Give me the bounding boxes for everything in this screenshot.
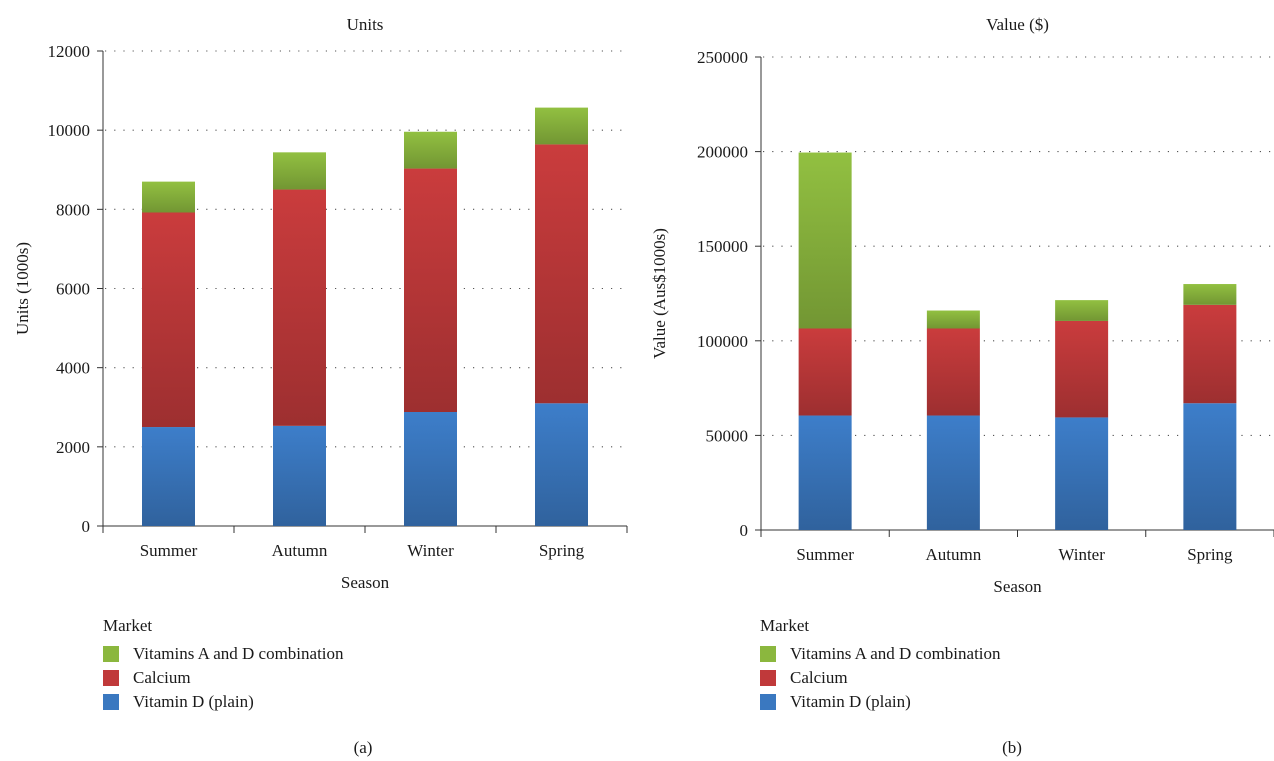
y-axis-label: Value (Aus$1000s) (650, 228, 669, 359)
bar-summer-calcium (798, 328, 852, 416)
bar-summer-vitamin-d-plain- (142, 427, 195, 526)
x-tick-label: Autumn (272, 541, 328, 560)
y-tick-label: 6000 (56, 280, 90, 299)
bar-summer-vitamin-d-plain- (798, 415, 852, 530)
x-axis-label: Season (993, 577, 1042, 596)
legend-item-vitamins-a-d: Vitamins A and D combination (103, 642, 344, 666)
units-chart: Units 0 2000 4000 6000 8000 10000 12000 Units (1… (13, 15, 628, 592)
legend-swatch-blue (103, 694, 119, 710)
bar-summer-vitamins-a-and-d-combination (798, 152, 852, 329)
y-tick-label: 0 (740, 521, 749, 540)
legend-units: Market Vitamins A and D combination Calc… (103, 616, 344, 714)
x-tick-label: Summer (796, 545, 854, 564)
bar-autumn-calcium (273, 189, 326, 426)
y-axis-label: Units (1000s) (13, 242, 32, 335)
value-chart: Value ($) 0 50000 100000 150000 200000 250000 V… (650, 15, 1274, 596)
bar-winter-vitamins-a-and-d-combination (404, 131, 457, 169)
legend-title: Market (103, 616, 153, 635)
chart-title: Value ($) (986, 15, 1049, 34)
x-tick-label: Winter (407, 541, 454, 560)
y-tick-label: 10000 (48, 121, 91, 140)
legend-label: Calcium (790, 668, 848, 687)
bar-winter-vitamin-d-plain- (404, 412, 457, 526)
x-tick-label: Autumn (926, 545, 982, 564)
bar-spring-vitamins-a-and-d-combination (535, 107, 588, 145)
x-tick-label: Spring (539, 541, 585, 560)
panel-label-a: (a) (353, 738, 373, 757)
y-tick-label: 50000 (706, 426, 749, 445)
legend-title: Market (760, 616, 810, 635)
x-tick-label: Winter (1058, 545, 1105, 564)
y-tick-label: 8000 (56, 200, 90, 219)
bar-spring-vitamin-d-plain- (1183, 403, 1237, 530)
bar-winter-calcium (404, 168, 457, 412)
legend-swatch-red (760, 670, 776, 686)
legend-swatch-blue (760, 694, 776, 710)
bar-autumn-calcium (926, 328, 980, 416)
bar-spring-vitamin-d-plain- (535, 403, 588, 526)
legend-item-calcium: Calcium (760, 666, 1001, 690)
x-tick-label: Summer (140, 541, 198, 560)
legend-label: Vitamins A and D combination (133, 644, 344, 663)
bar-winter-vitamins-a-and-d-combination (1055, 300, 1109, 321)
bar-summer-calcium (142, 212, 195, 428)
bar-autumn-vitamins-a-and-d-combination (926, 310, 980, 329)
legend-label: Vitamin D (plain) (133, 692, 254, 711)
bar-summer-vitamins-a-and-d-combination (142, 181, 195, 213)
legend-item-calcium: Calcium (103, 666, 344, 690)
legend-item-vitamin-d: Vitamin D (plain) (103, 690, 344, 714)
legend-item-vitamins-a-d: Vitamins A and D combination (760, 642, 1001, 666)
bar-autumn-vitamins-a-and-d-combination (273, 152, 326, 190)
panel-label-b: (b) (1002, 738, 1022, 757)
legend-label: Vitamins A and D combination (790, 644, 1001, 663)
bar-spring-calcium (1183, 304, 1237, 404)
bar-spring-vitamins-a-and-d-combination (1183, 284, 1237, 305)
legend-label: Calcium (133, 668, 191, 687)
y-tick-label: 250000 (697, 48, 748, 67)
legend-swatch-red (103, 670, 119, 686)
bar-autumn-vitamin-d-plain- (273, 425, 326, 526)
bar-winter-vitamin-d-plain- (1055, 417, 1109, 530)
bar-autumn-vitamin-d-plain- (926, 415, 980, 530)
y-tick-label: 4000 (56, 359, 90, 378)
y-tick-label: 12000 (48, 42, 91, 61)
x-axis-label: Season (341, 573, 390, 592)
y-tick-label: 100000 (697, 332, 748, 351)
y-tick-label: 150000 (697, 237, 748, 256)
y-tick-label: 0 (82, 517, 91, 536)
legend-item-vitamin-d: Vitamin D (plain) (760, 690, 1001, 714)
x-tick-label: Spring (1187, 545, 1233, 564)
legend-value: Market Vitamins A and D combination Calc… (760, 616, 1001, 714)
y-tick-label: 200000 (697, 143, 748, 162)
chart-title: Units (347, 15, 384, 34)
legend-swatch-green (103, 646, 119, 662)
bar-winter-calcium (1055, 320, 1109, 418)
legend-swatch-green (760, 646, 776, 662)
y-tick-label: 2000 (56, 438, 90, 457)
bar-spring-calcium (535, 144, 588, 404)
legend-label: Vitamin D (plain) (790, 692, 911, 711)
